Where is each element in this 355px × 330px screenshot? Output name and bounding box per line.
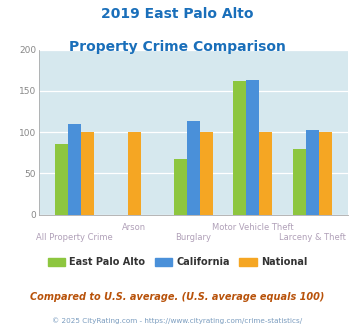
Bar: [55, 145, 68, 214]
Bar: [233, 81, 246, 214]
Bar: [127, 132, 141, 214]
Text: Property Crime Comparison: Property Crime Comparison: [69, 40, 286, 53]
Text: All Property Crime: All Property Crime: [36, 233, 113, 242]
Legend: East Palo Alto, California, National: East Palo Alto, California, National: [48, 257, 307, 267]
Text: Compared to U.S. average. (U.S. average equals 100): Compared to U.S. average. (U.S. average …: [30, 292, 325, 302]
Text: © 2025 CityRating.com - https://www.cityrating.com/crime-statistics/: © 2025 CityRating.com - https://www.city…: [53, 317, 302, 324]
Bar: [293, 149, 306, 214]
Text: Arson: Arson: [122, 223, 146, 232]
Text: Motor Vehicle Theft: Motor Vehicle Theft: [212, 223, 294, 232]
Bar: [174, 159, 187, 214]
Bar: [260, 132, 273, 214]
Bar: [319, 132, 332, 214]
Bar: [68, 124, 81, 214]
Text: Burglary: Burglary: [175, 233, 212, 242]
Text: Larceny & Theft: Larceny & Theft: [279, 233, 346, 242]
Bar: [246, 80, 260, 214]
Bar: [306, 130, 319, 214]
Bar: [187, 121, 200, 214]
Text: 2019 East Palo Alto: 2019 East Palo Alto: [101, 7, 254, 20]
Bar: [81, 132, 94, 214]
Bar: [200, 132, 213, 214]
